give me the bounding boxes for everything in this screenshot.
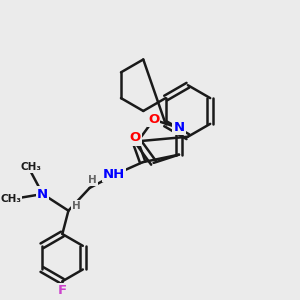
Text: CH₃: CH₃ <box>0 194 21 204</box>
Text: H: H <box>88 176 97 185</box>
Text: NH: NH <box>103 168 125 181</box>
Text: N: N <box>37 188 48 200</box>
Text: O: O <box>129 131 141 145</box>
Text: N: N <box>173 122 184 134</box>
Text: F: F <box>58 284 67 297</box>
Text: CH₃: CH₃ <box>20 162 41 172</box>
Text: O: O <box>148 113 159 126</box>
Text: H: H <box>72 201 80 211</box>
